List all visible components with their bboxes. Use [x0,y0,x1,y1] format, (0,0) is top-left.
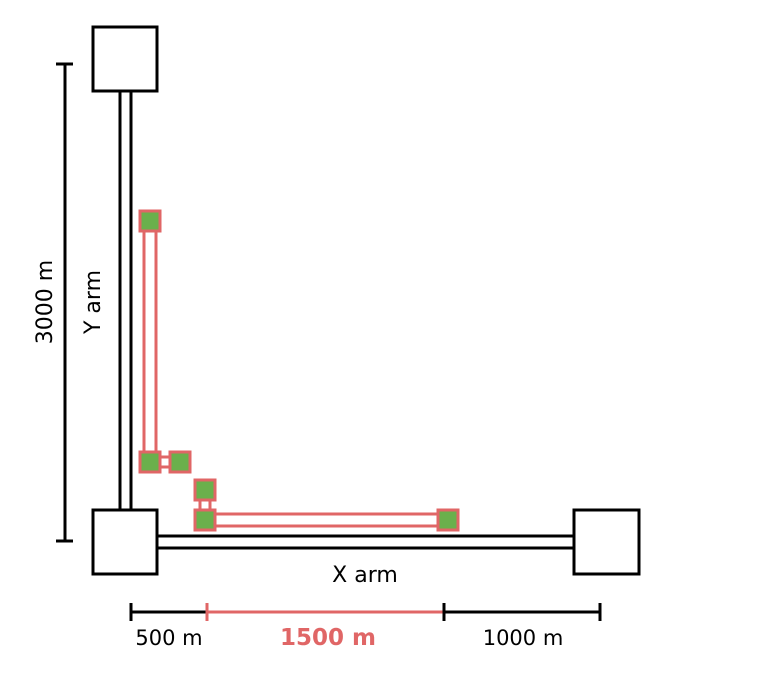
node-y-end [138,209,162,233]
corner-station [91,508,159,576]
inner-y-tube [142,232,158,452]
dimension-x-middle-label: 1500 m [280,625,376,651]
node-y-corner [138,450,162,474]
end-station-x [572,508,641,576]
inner-short-connector [160,455,170,469]
dimension-y-bar [56,62,73,543]
end-station-y [91,25,159,93]
dimension-x-bar [129,603,602,621]
inner-vertical-connector [198,500,212,510]
node-x-upper [193,478,217,502]
dimension-y-label: 3000 m [33,260,58,344]
y-arm-tube [118,91,133,510]
dimension-x-right-label: 1000 m [483,626,564,650]
node-short-arm [168,450,192,474]
x-arm-tube [157,534,574,550]
node-x-corner [193,508,217,532]
y-arm-label: Y arm [81,270,106,335]
dimension-x-left-label: 500 m [135,626,202,650]
x-arm-label: X arm [332,563,398,588]
inner-x-tube [215,512,438,528]
node-x-end [436,508,460,532]
